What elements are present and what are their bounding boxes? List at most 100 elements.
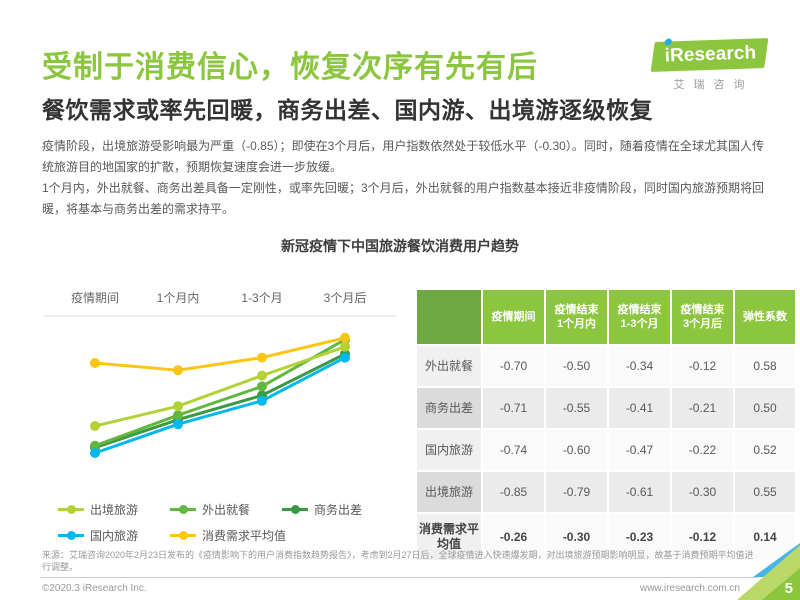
- table-cell: 0.55: [735, 472, 795, 512]
- legend-marker-icon: [58, 504, 84, 514]
- source-note: 来源：艾瑞咨询2020年2月23日发布的《疫情影响下的用户消费指数趋势报告》，考…: [42, 550, 754, 572]
- table-column-header: 疫情结束 1-3个月: [609, 290, 670, 344]
- website-link[interactable]: www.iresearch.com.cn: [639, 583, 740, 594]
- paragraph-2: 1个月内，外出就餐、商务出差具备一定刚性，或率先回暖；3个月后，外出就餐的用户指…: [42, 181, 764, 216]
- footer-divider: [40, 577, 758, 578]
- data-point: [90, 358, 100, 368]
- table-cell: -0.34: [609, 346, 670, 386]
- series-line: [94, 336, 346, 372]
- table-column-header: 弹性系数: [735, 290, 795, 344]
- table-cell: -0.79: [546, 472, 607, 512]
- data-point: [340, 352, 350, 363]
- legend-label: 外出就餐: [202, 502, 251, 517]
- data-point: [257, 352, 267, 363]
- table-cell: -0.70: [483, 346, 544, 386]
- table-cell: -0.41: [609, 388, 670, 428]
- table-cell: -0.60: [546, 430, 607, 470]
- x-axis-label: 3个月后: [324, 291, 367, 305]
- legend-marker-icon: [58, 530, 84, 540]
- page-title: 受制于消费信心，恢复次序有先有后: [42, 51, 538, 84]
- legend-marker-icon: [170, 530, 196, 540]
- data-point: [340, 332, 350, 343]
- logo-shape: iResearch: [650, 38, 768, 72]
- table-corner-cell: [417, 290, 481, 344]
- row-label: 出境旅游: [417, 472, 481, 512]
- table-cell: -0.71: [483, 388, 544, 428]
- table-cell: -0.21: [672, 388, 733, 428]
- data-point: [340, 341, 350, 352]
- series-line: [94, 345, 346, 428]
- table-row: 国内旅游 -0.74 -0.60 -0.47 -0.22 0.52: [417, 430, 795, 470]
- table-cell: -0.74: [483, 430, 544, 470]
- legend-row: 出境旅游 外出就餐 商务出差: [58, 496, 408, 522]
- data-point: [257, 395, 267, 406]
- row-label: 外出就餐: [417, 346, 481, 386]
- row-label: 国内旅游: [417, 430, 481, 470]
- table-cell: -0.50: [546, 346, 607, 386]
- table-cell: -0.12: [672, 346, 733, 386]
- series-line: [94, 356, 346, 455]
- table-row: 外出就餐 -0.70 -0.50 -0.34 -0.12 0.58: [417, 346, 795, 386]
- table-cell: -0.85: [483, 472, 544, 512]
- page-number: 5: [784, 580, 793, 597]
- table-row: 商务出差 -0.71 -0.55 -0.41 -0.21 0.50: [417, 388, 795, 428]
- table-cell: -0.30: [546, 514, 607, 560]
- table-cell: -0.23: [609, 514, 670, 560]
- row-label: 商务出差: [417, 388, 481, 428]
- table-row: 消费需求平均值 -0.26 -0.30 -0.23 -0.12 0.14: [417, 514, 795, 560]
- trend-line-chart: 疫情期间 1个月内 1-3个月 3个月后: [44, 290, 396, 458]
- chart-title: 新冠疫情下中国旅游餐饮消费用户趋势: [281, 238, 519, 254]
- corner-triangles-decoration: [737, 543, 800, 600]
- triangle-shape: [762, 568, 800, 600]
- legend-label: 商务出差: [314, 502, 363, 517]
- row-label: 消费需求平均值: [417, 514, 481, 560]
- iresearch-logo: iResearch 艾瑞咨询: [646, 38, 772, 92]
- table-cell: -0.47: [609, 430, 670, 470]
- table-cell: 0.58: [735, 346, 795, 386]
- copyright-text: ©2020.3 iResearch Inc.: [42, 583, 147, 594]
- table-cell: -0.22: [672, 430, 733, 470]
- data-point: [173, 410, 183, 421]
- x-axis-label: 1个月内: [157, 291, 200, 305]
- legend-item: 外出就餐: [170, 501, 282, 518]
- series-line: [94, 338, 346, 448]
- table-cell: 0.14: [735, 514, 795, 560]
- x-axis-label: 1-3个月: [241, 291, 282, 305]
- body-paragraphs: 疫情阶段，出境旅游受影响最为严重（-0.85）；即使在3个月后，用户指数依然处于…: [42, 136, 764, 220]
- paragraph-1: 疫情阶段，出境旅游受影响最为严重（-0.85）；即使在3个月后，用户指数依然处于…: [42, 139, 764, 174]
- legend-label: 出境旅游: [90, 502, 139, 517]
- legend-item: 商务出差: [282, 501, 394, 518]
- table-cell: 0.50: [735, 388, 795, 428]
- logo-chinese-name: 艾瑞咨询: [673, 79, 754, 91]
- table-column-header: 疫情结束 3个月后: [672, 290, 733, 344]
- table-row: 出境旅游 -0.85 -0.79 -0.61 -0.30 0.55: [417, 472, 795, 512]
- logo-brand-text: iResearch: [663, 42, 757, 67]
- table-cell: -0.55: [546, 388, 607, 428]
- legend-row: 国内旅游 消费需求平均值: [58, 522, 408, 548]
- x-axis-label: 疫情期间: [71, 290, 119, 305]
- data-point: [173, 401, 183, 412]
- data-point: [257, 370, 267, 381]
- data-point: [90, 440, 100, 451]
- table-cell: 0.52: [735, 430, 795, 470]
- data-point: [90, 421, 100, 431]
- data-point: [257, 381, 267, 392]
- legend-label: 国内旅游: [90, 528, 139, 543]
- chart-legend: 出境旅游 外出就餐 商务出差国内旅游 消费需求平均值: [58, 496, 408, 548]
- table-cell: -0.61: [609, 472, 670, 512]
- page-subtitle: 餐饮需求或率先回暖，商务出差、国内游、出境游逐级恢复: [42, 97, 653, 123]
- legend-label: 消费需求平均值: [202, 528, 287, 543]
- legend-item: 国内旅游: [58, 527, 170, 544]
- table-cell: -0.26: [483, 514, 544, 560]
- series-line: [94, 352, 346, 450]
- data-point: [173, 419, 183, 430]
- legend-marker-icon: [282, 504, 308, 514]
- table-cell: -0.30: [672, 472, 733, 512]
- table-cell: -0.12: [672, 514, 733, 560]
- legend-item: 消费需求平均值: [170, 527, 286, 544]
- data-point: [173, 365, 183, 376]
- table-column-header: 疫情结束 1个月内: [546, 290, 607, 344]
- legend-marker-icon: [170, 504, 196, 514]
- consumer-index-table: 疫情期间 疫情结束 1个月内 疫情结束 1-3个月 疫情结束 3个月后 弹性系数 外出就餐 -0.…: [415, 288, 797, 562]
- table-column-header: 疫情期间: [483, 290, 544, 344]
